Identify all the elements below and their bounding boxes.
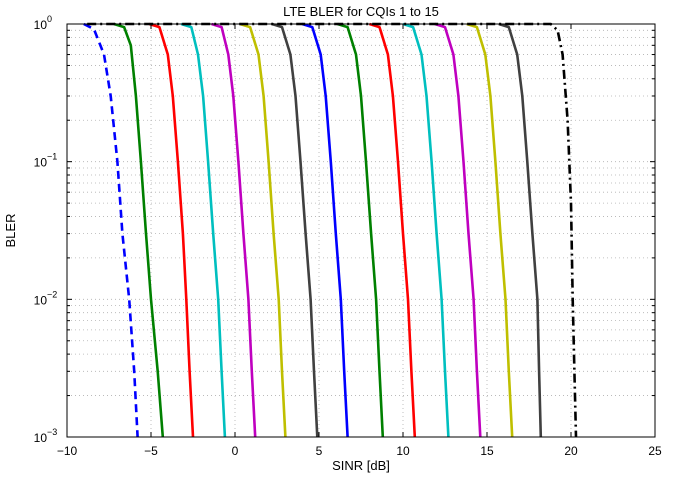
y-tick-exponent: −1 xyxy=(47,152,57,162)
y-tick-label: 10 xyxy=(34,431,48,445)
y-tick-label: 10 xyxy=(34,18,48,32)
plot-frame xyxy=(66,23,656,438)
series-line-5 xyxy=(211,22,257,438)
x-tick-label: 15 xyxy=(480,444,494,458)
series-line-14 xyxy=(498,22,543,438)
series-group xyxy=(83,22,578,438)
y-axis-label: BLER xyxy=(3,214,18,248)
series-line-4 xyxy=(180,22,227,438)
series-line-1 xyxy=(83,22,139,438)
x-tick-label: 20 xyxy=(564,444,578,458)
series-line-15 xyxy=(87,22,578,438)
series-line-10 xyxy=(369,22,417,438)
x-tick-labels: −10 −5 0 5 10 15 20 25 xyxy=(57,444,662,458)
y-tick-label: 10 xyxy=(34,156,48,170)
series-line-8 xyxy=(301,22,349,438)
x-tick-label: 10 xyxy=(396,444,410,458)
x-axis-label: SINR [dB] xyxy=(332,458,390,473)
grid xyxy=(67,24,655,437)
x-tick-label: −10 xyxy=(57,444,78,458)
series-line-7 xyxy=(271,22,319,438)
x-tick-label: 5 xyxy=(316,444,323,458)
y-tick-label: 10 xyxy=(34,293,48,307)
x-tick-label: 0 xyxy=(232,444,239,458)
x-tick-label: −5 xyxy=(144,444,158,458)
y-tick-exponent: 0 xyxy=(47,14,52,24)
x-tick-label: 25 xyxy=(648,444,662,458)
series-line-3 xyxy=(148,22,195,438)
series-line-11 xyxy=(402,22,450,438)
series-line-6 xyxy=(239,22,287,438)
y-tick-exponent: −3 xyxy=(47,427,57,437)
chart-title: LTE BLER for CQIs 1 to 15 xyxy=(283,4,439,19)
series-line-2 xyxy=(113,22,165,438)
series-line-12 xyxy=(434,22,482,438)
y-tick-exponent: −2 xyxy=(47,289,57,299)
tick-marks xyxy=(66,23,656,438)
series-line-9 xyxy=(337,22,385,438)
series-line-13 xyxy=(466,22,514,438)
